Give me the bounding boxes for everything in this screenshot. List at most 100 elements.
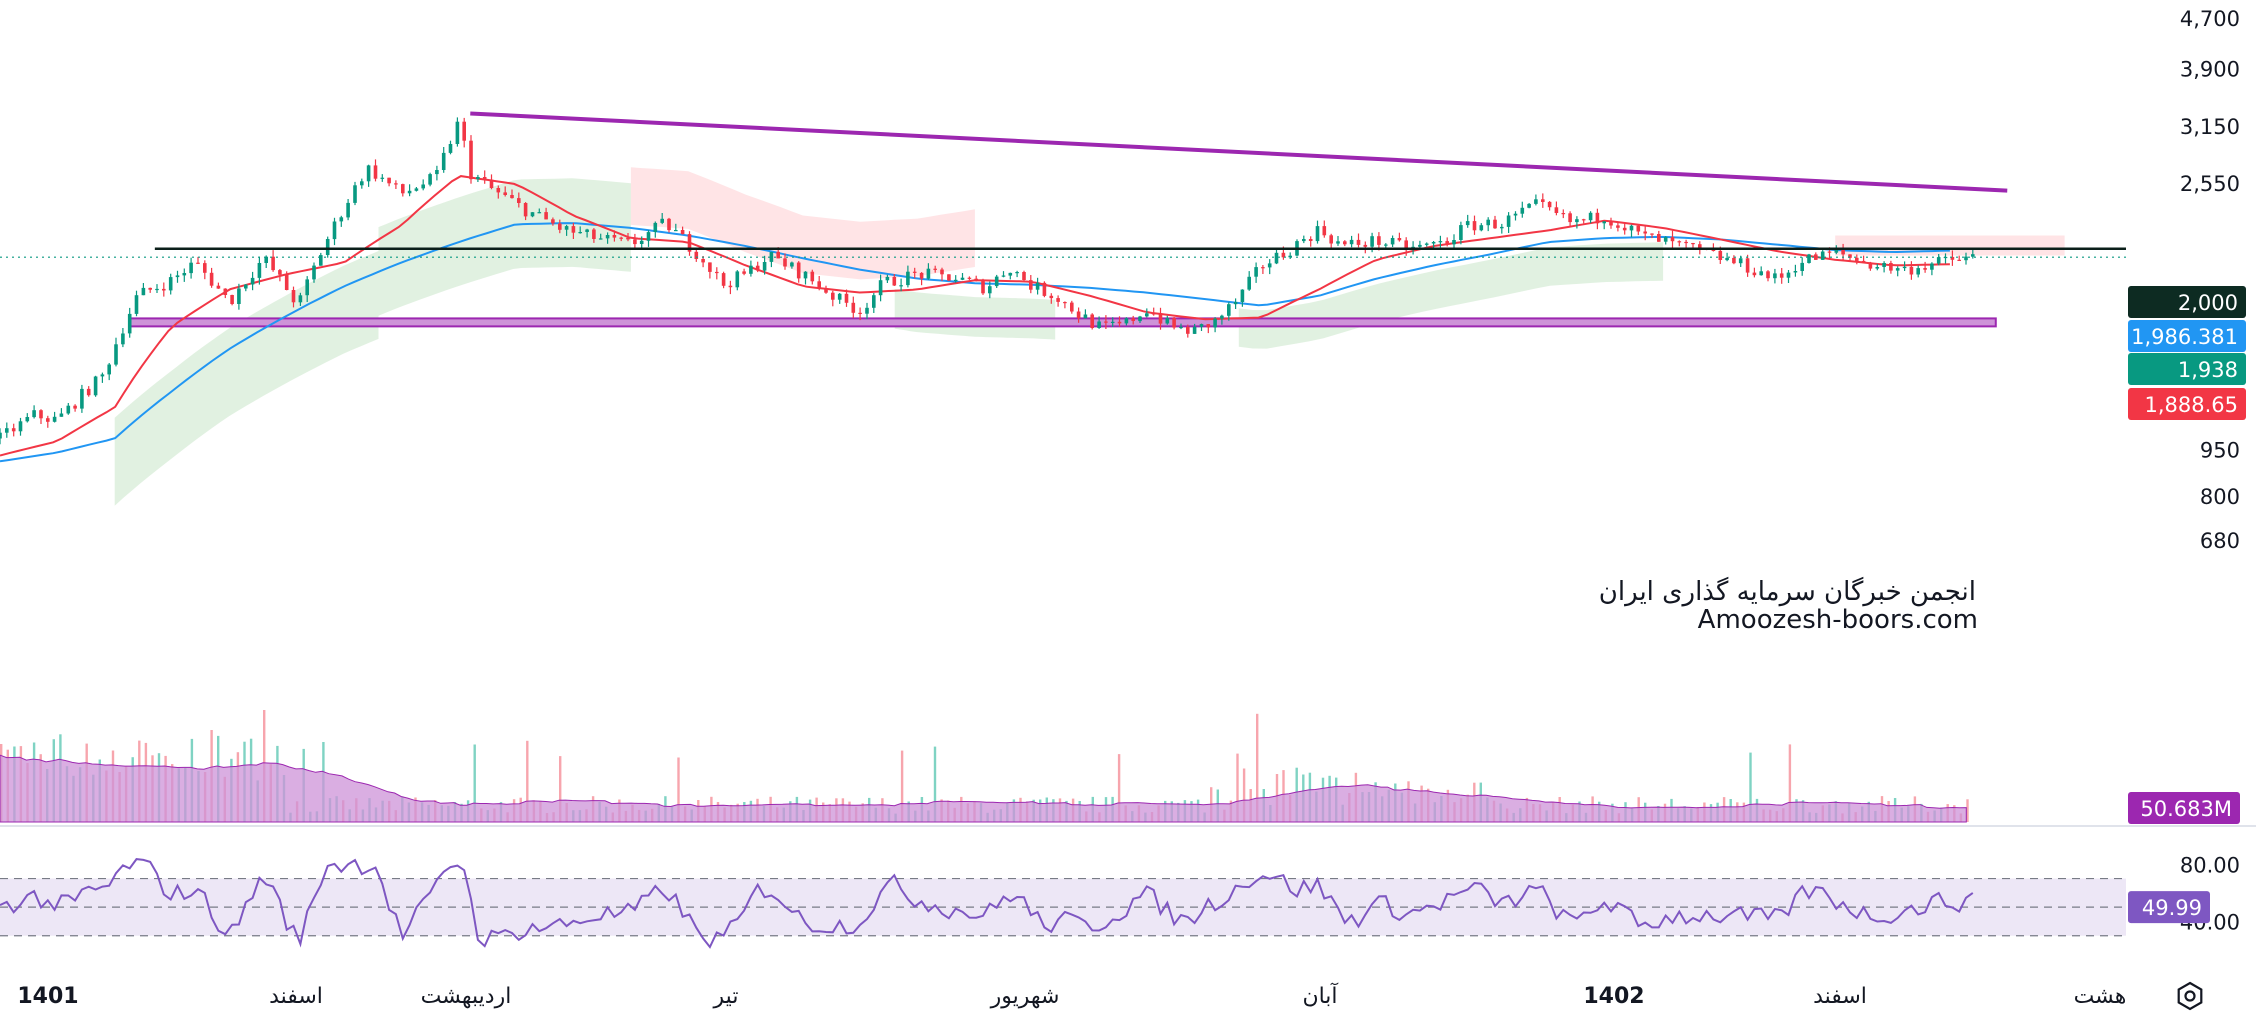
candle-body [687,234,692,252]
candle-body [1732,257,1736,264]
candle-body [1424,243,1429,245]
candle-body [1390,238,1395,245]
candle-body [1233,302,1238,305]
candle-body [66,405,71,414]
volume-bar [473,744,476,822]
candle-body [680,230,685,235]
candlesticks [0,117,1975,445]
rsi-axis-tick: 80.00 [2180,853,2240,877]
candle-body [940,269,944,275]
price-axis-tick: 950 [2200,439,2240,463]
candle-body [674,230,678,232]
candle-body [1076,311,1081,319]
candle-body [216,285,221,289]
candle-body [626,237,630,240]
time-axis-label: شهریور [990,984,1060,1009]
candle-body [1834,249,1839,253]
candle-body [1206,324,1211,328]
candle-body [1684,241,1688,244]
candle-body [1015,272,1019,274]
candle-body [1479,225,1484,231]
price-labels: 2,000 1,986.381 1,938 1,888.65 50.683M [2128,286,2246,824]
cloud-segment [378,178,631,316]
time-axis[interactable]: 1401 اسفند اردیبهشت تیر شهریور آبان 1402 اسفند ه… [17,982,2126,1009]
candle-body [1930,263,1934,270]
candle-body [1725,257,1729,261]
candle-body [1691,243,1695,245]
candle-body [1568,213,1572,223]
candle-body [1766,271,1770,279]
candle-body [790,262,794,267]
candle-body [1213,318,1217,328]
volume-bar [1788,744,1792,822]
candle-body [1438,241,1443,243]
candle-body [1029,280,1033,290]
candle-body [25,417,30,422]
candle-body [810,271,815,282]
candle-body [735,271,740,288]
candle-body [373,165,378,179]
candle-body [366,165,371,182]
candle-body [196,262,200,264]
candle-body [1370,236,1374,247]
candle-body [489,179,494,188]
candle-body [1595,212,1600,224]
candle-body [1752,272,1757,276]
candle-body [1035,282,1040,290]
candle-body [1254,267,1258,277]
candle-body [1964,256,1968,261]
candle-body [305,279,309,296]
candle-body [298,295,303,303]
candle-body [73,405,77,409]
candle-body [1629,225,1634,231]
candle-body [1773,273,1777,279]
candle-body [708,262,712,272]
candle-body [428,174,432,185]
candle-body [421,184,425,189]
candle-body [1506,215,1511,227]
candle-body [564,226,569,230]
candle-body [312,265,316,280]
candle-body [1677,241,1682,243]
candle-body [52,416,57,422]
candle-body [872,295,876,308]
candle-body [1465,221,1470,226]
rsi-last-box [2128,891,2210,924]
candle-body [1240,289,1245,302]
candle-body [1151,313,1156,315]
candle-body [121,333,125,345]
candle-body [1158,314,1163,324]
candle-body [237,288,241,304]
candle-body [1575,219,1579,223]
price-axis-tick: 800 [2200,485,2240,509]
candle-body [919,272,924,279]
candle-body [1971,254,1975,257]
candle-body [1902,266,1907,269]
candle-body [1172,317,1176,328]
candle-body [203,263,207,273]
candle-body [619,237,623,239]
candle-body [469,140,473,180]
candle-body [578,232,582,234]
settings-hexagon-icon[interactable] [2177,981,2203,1011]
candle-body [1097,321,1101,328]
candle-body [1534,199,1538,204]
candle-body [592,229,596,239]
candle-body [182,273,187,276]
candle-body [1445,241,1449,245]
candle-body [817,281,821,289]
candle-body [1527,203,1531,208]
price-label-text: 2,000 [2178,291,2238,315]
watermark-line2: Amoozesh-boors.com [1698,605,1978,635]
candle-body [1452,240,1456,245]
candle-body [1049,295,1054,299]
candle-body [1882,263,1886,267]
candle-body [1820,251,1825,260]
candle-body [517,198,521,203]
candle-body [1090,314,1094,328]
candle-body [1738,258,1743,264]
candle-body [1247,276,1251,290]
volume-bar [559,756,562,822]
